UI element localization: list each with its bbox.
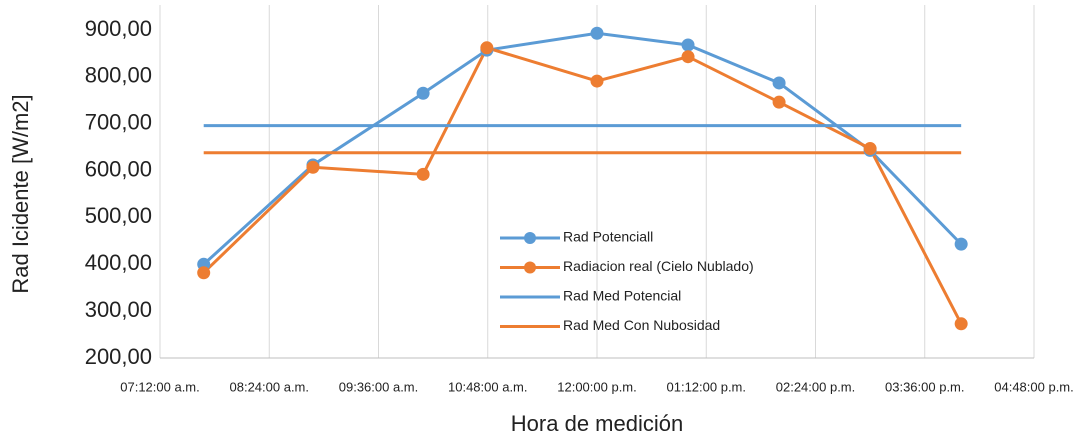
x-tick-label: 12:00:00 p.m. [557, 379, 637, 394]
x-tick-label: 09:36:00 a.m. [339, 379, 419, 394]
y-axis-title: Rad Icidente [W/m2] [8, 94, 33, 293]
x-tick-label: 02:24:00 p.m. [776, 379, 856, 394]
point [954, 237, 968, 251]
x-tick-label: 08:24:00 a.m. [230, 379, 310, 394]
point [863, 142, 877, 156]
y-tick-label: 500,00 [85, 203, 152, 228]
point [772, 95, 786, 109]
point [306, 160, 320, 174]
legend-label: Radiacion real (Cielo Nublado) [563, 258, 754, 274]
point [416, 167, 430, 181]
y-tick-label: 300,00 [85, 297, 152, 322]
legend-label: Rad Potenciall [563, 229, 653, 245]
point [590, 26, 604, 40]
point [681, 38, 695, 52]
x-tick-label: 03:36:00 p.m. [885, 379, 965, 394]
legend-label: Rad Med Potencial [563, 288, 681, 304]
point [590, 74, 604, 88]
y-tick-label: 200,00 [85, 344, 152, 369]
y-tick-label: 900,00 [85, 16, 152, 41]
x-tick-label: 10:48:00 a.m. [448, 379, 528, 394]
y-tick-label: 800,00 [85, 63, 152, 88]
point [416, 86, 430, 100]
y-tick-label: 700,00 [85, 110, 152, 135]
y-tick-label: 600,00 [85, 156, 152, 181]
point [480, 41, 494, 55]
y-tick-label: 400,00 [85, 250, 152, 275]
x-tick-label: 07:12:00 a.m. [120, 379, 200, 394]
x-axis-title: Hora de medición [511, 411, 683, 436]
series-line [202, 46, 963, 325]
point [772, 76, 786, 90]
point [954, 317, 968, 331]
point [681, 50, 695, 64]
x-tick-label: 04:48:00 p.m. [994, 379, 1074, 394]
legend-label: Rad Med Con Nubosidad [563, 317, 720, 333]
legend-marker [524, 261, 536, 274]
legend-marker [524, 232, 536, 244]
point [197, 266, 211, 280]
x-tick-label: 01:12:00 p.m. [667, 379, 747, 394]
